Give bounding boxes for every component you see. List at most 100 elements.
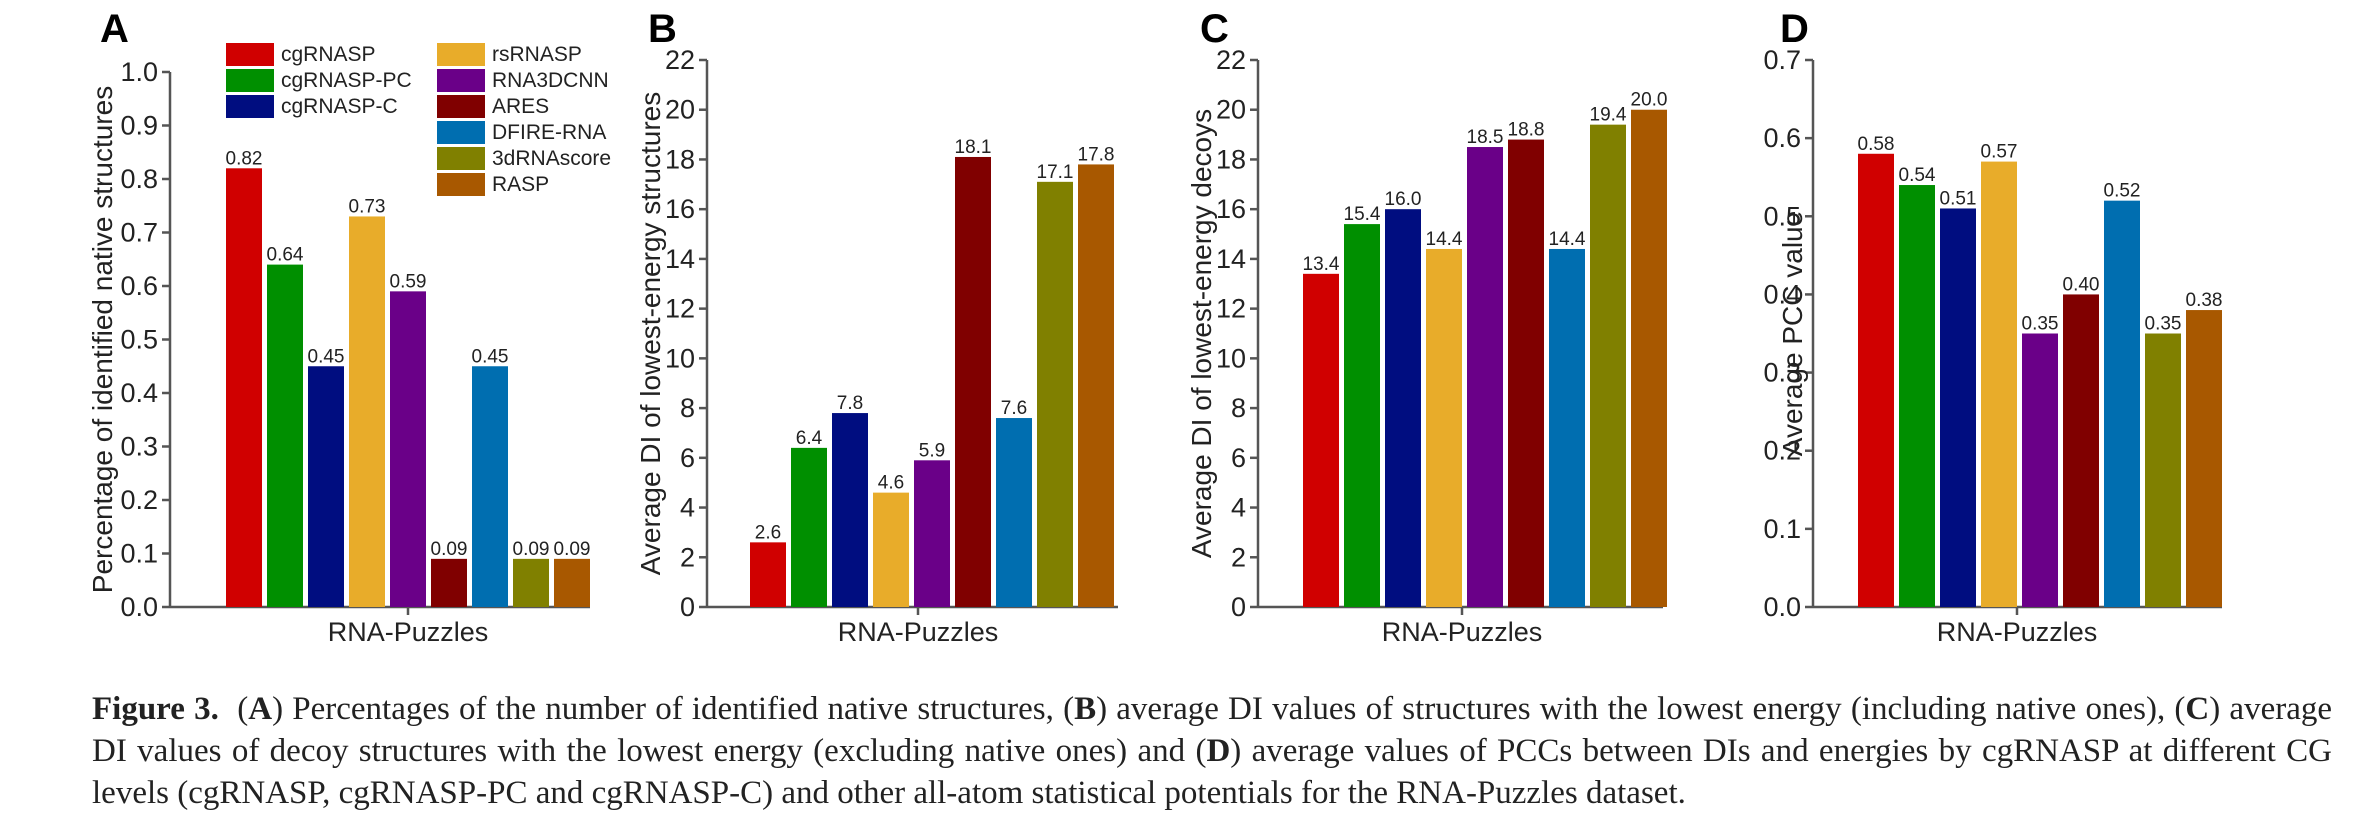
bar-d-3drnascore [2145,333,2181,607]
bar-b-cgrnasp-c [832,413,868,607]
caption-segment: ) average DI values of structures with t… [1096,691,2186,727]
data-label-b-cgrnasp: 2.6 [755,522,781,543]
legend-swatch-rasp [437,173,485,196]
y-tick-label-d: 0.0 [1763,592,1801,622]
legend-label-3drnascore: 3dRNAscore [492,147,611,170]
data-label-c-cgrnasp-c: 16.0 [1385,189,1422,210]
y-tick-label-b: 20 [665,95,695,125]
bar-b-rsrnasp [873,492,909,607]
legend-swatch-dfire-rna [437,121,485,144]
y-tick-label-c: 10 [1216,343,1246,373]
bar-d-ares [2063,294,2099,607]
data-label-b-cgrnasp-c: 7.8 [837,393,863,414]
data-label-d-ares: 0.40 [2063,274,2100,295]
bar-c-cgrnasp-c [1385,209,1421,607]
bar-c-rasp [1631,109,1667,608]
y-tick-label-a: 0.1 [120,539,158,569]
y-tick-label-d: 0.6 [1763,123,1801,153]
bar-a-ares [431,558,467,607]
y-tick-label-b: 0 [680,592,695,622]
caption-panel-ref: D [1206,733,1231,769]
bar-a-rasp [554,558,590,607]
caption-segment: ) average DI values of decoy structures … [92,691,2333,769]
caption-segment: ) Percentages of the number of identifie… [272,691,1075,727]
figure-3: A 0.0 0.1 0.2 0.3 0.4 0.5 0.6 0.7 0.8 0.9 1.0 RNA-Pu… [87,7,2222,647]
bar-a-cgrnasp [226,168,262,608]
y-tick-label-d: 0.1 [1763,514,1801,544]
data-label-b-rasp: 17.8 [1078,144,1115,165]
bar-a-dfire-rna [472,366,508,607]
data-label-a-3drnascore: 0.09 [513,539,550,560]
data-label-b-3drnascore: 17.1 [1037,162,1074,183]
legend-label-cgrnasp-pc: cgRNASP-PC [281,69,412,92]
bar-a-cgrnasp-pc [267,264,303,607]
data-label-d-rsrnasp: 0.57 [1981,142,2018,163]
data-label-d-dfire-rna: 0.52 [2104,181,2141,202]
data-label-c-cgrnasp-pc: 15.4 [1344,204,1381,225]
y-tick-label-a: 0.5 [120,325,158,355]
bar-c-3drnascore [1590,124,1626,608]
bar-c-dfire-rna [1549,248,1585,608]
caption-segment: ) average values of PCCs between DIs and… [92,733,2332,811]
bar-d-cgrnasp-pc [1899,185,1935,607]
y-tick-label-b: 6 [680,443,695,473]
data-label-d-rna3dcnn: 0.35 [2022,314,2059,335]
y-axis-label-d: Average PCC value [1777,211,1808,456]
y-tick-label-a: 0.7 [120,218,158,248]
caption-text: (A) Percentages of the number of identif… [92,691,2332,811]
y-tick-label-b: 4 [680,493,695,523]
y-tick-label-c: 6 [1231,443,1246,473]
x-category-label-d: RNA-Puzzles [1937,617,2098,647]
data-label-d-cgrnasp-pc: 0.54 [1899,165,1936,186]
data-label-c-dfire-rna: 14.4 [1549,229,1586,250]
bar-d-rasp [2186,310,2222,607]
data-label-b-rsrnasp: 4.6 [878,473,904,494]
data-label-c-cgrnasp: 13.4 [1303,254,1340,275]
data-label-c-ares: 18.8 [1508,120,1545,141]
y-tick-label-a: 0.9 [120,111,158,141]
y-tick-label-c: 16 [1216,194,1246,224]
bar-d-cgrnasp-c [1940,208,1976,607]
bar-a-rna3dcnn [390,291,426,607]
y-axis-label-c: Average DI of lowest-energy decoys [1186,109,1217,558]
bar-c-rna3dcnn [1467,147,1503,608]
data-label-a-rasp: 0.09 [554,539,591,560]
data-label-c-3drnascore: 19.4 [1590,105,1627,126]
caption-panel-ref: A [248,691,273,727]
data-label-b-cgrnasp-pc: 6.4 [796,428,823,449]
legend-swatch-3drnascore [437,147,485,170]
legend-swatch-cgrnasp [226,43,274,66]
y-tick-label-c: 8 [1231,393,1246,423]
figure-label: Figure 3. [92,691,219,727]
y-tick-label-c: 14 [1216,244,1246,274]
bar-b-ares [955,156,991,607]
bar-c-cgrnasp-pc [1344,224,1380,607]
legend-swatch-rsrnasp [437,43,485,66]
y-tick-label-c: 2 [1231,542,1246,572]
y-tick-label-b: 10 [665,343,695,373]
y-tick-label-d: 0.3 [1763,358,1801,388]
y-tick-label-c: 4 [1231,493,1246,523]
bar-c-ares [1508,139,1544,607]
y-tick-label-a: 0.6 [120,271,158,301]
legend-label-ares: ARES [492,95,549,118]
legend-label-rna3dcnn: RNA3DCNN [492,69,609,92]
data-label-c-rna3dcnn: 18.5 [1467,127,1504,148]
data-label-d-cgrnasp: 0.58 [1858,134,1895,155]
y-tick-label-d: 0.5 [1763,201,1801,231]
y-tick-label-d: 0.2 [1763,436,1801,466]
bar-a-rsrnasp [349,216,385,607]
y-tick-label-a: 0.8 [120,164,158,194]
data-label-b-dfire-rna: 7.6 [1001,398,1027,419]
data-label-a-ares: 0.09 [431,539,468,560]
bar-b-rasp [1078,164,1114,607]
legend-label-rsrnasp: rsRNASP [492,43,582,66]
bar-d-dfire-rna [2104,200,2140,607]
bar-b-dfire-rna [996,418,1032,607]
data-label-d-3drnascore: 0.35 [2145,314,2182,335]
caption-segment: ( [237,691,249,727]
x-category-label-a: RNA-Puzzles [328,617,489,647]
data-label-a-rna3dcnn: 0.59 [390,271,427,292]
panel-letter-b: B [648,7,677,51]
x-category-label-b: RNA-Puzzles [838,617,999,647]
